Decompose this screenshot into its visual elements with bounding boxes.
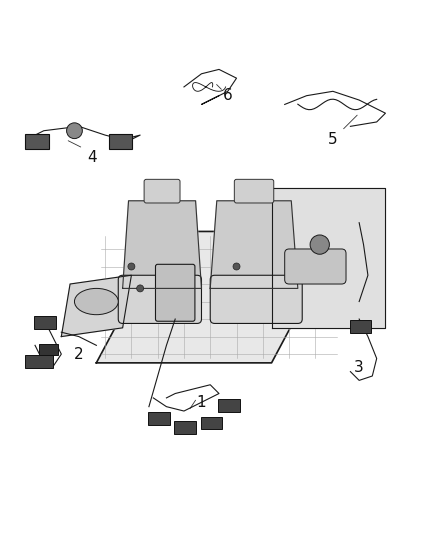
Text: 5: 5: [328, 132, 338, 147]
FancyBboxPatch shape: [350, 320, 371, 333]
Circle shape: [310, 235, 329, 254]
Circle shape: [128, 263, 135, 270]
Text: 1: 1: [197, 395, 206, 410]
FancyBboxPatch shape: [25, 356, 53, 368]
FancyBboxPatch shape: [155, 264, 195, 321]
Text: 6: 6: [223, 88, 233, 103]
Text: 4: 4: [87, 149, 97, 165]
Text: 3: 3: [354, 360, 364, 375]
FancyBboxPatch shape: [39, 344, 58, 355]
FancyBboxPatch shape: [210, 275, 302, 324]
FancyBboxPatch shape: [174, 421, 196, 434]
Polygon shape: [123, 201, 201, 288]
FancyBboxPatch shape: [148, 413, 170, 425]
Polygon shape: [210, 201, 298, 288]
FancyBboxPatch shape: [218, 399, 240, 412]
FancyBboxPatch shape: [34, 316, 56, 329]
Circle shape: [67, 123, 82, 139]
Text: 2: 2: [74, 346, 84, 361]
Circle shape: [233, 263, 240, 270]
FancyBboxPatch shape: [109, 134, 132, 149]
FancyBboxPatch shape: [118, 275, 201, 324]
FancyBboxPatch shape: [234, 179, 274, 203]
Polygon shape: [272, 188, 385, 328]
FancyBboxPatch shape: [201, 417, 222, 430]
Ellipse shape: [74, 288, 118, 314]
FancyBboxPatch shape: [285, 249, 346, 284]
Polygon shape: [96, 231, 342, 363]
Circle shape: [137, 285, 144, 292]
FancyBboxPatch shape: [144, 179, 180, 203]
FancyBboxPatch shape: [25, 134, 49, 149]
Polygon shape: [61, 275, 131, 336]
